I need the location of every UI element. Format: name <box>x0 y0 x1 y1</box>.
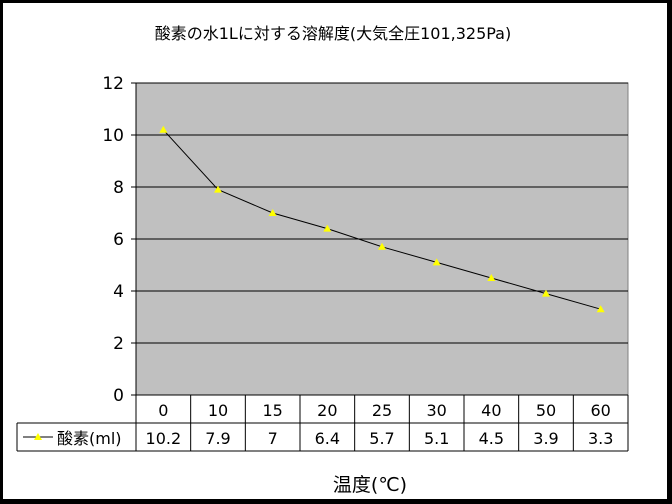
x-category-label: 15 <box>262 401 282 420</box>
data-value-label: 7 <box>268 429 278 448</box>
y-tick-label: 10 <box>102 126 124 146</box>
x-axis-label: 温度(℃) <box>333 474 407 496</box>
legend-marker <box>34 433 42 440</box>
y-tick-label: 4 <box>113 282 124 302</box>
data-value-label: 10.2 <box>146 429 182 448</box>
x-category-label: 20 <box>317 401 337 420</box>
data-value-label: 3.3 <box>588 429 613 448</box>
x-category-label: 30 <box>426 401 446 420</box>
data-value-label: 7.9 <box>205 429 230 448</box>
data-point <box>159 125 168 133</box>
data-value-label: 3.9 <box>533 429 558 448</box>
data-point <box>323 224 332 232</box>
y-tick-label: 8 <box>113 178 124 198</box>
data-value-label: 5.7 <box>369 429 394 448</box>
plot-area: 0 2 4 6 8 10 12 <box>102 74 629 406</box>
data-point <box>268 209 277 216</box>
x-category-label: 40 <box>481 401 501 420</box>
x-category-label: 10 <box>208 401 228 420</box>
legend-series-name: 酸素(ml) <box>57 429 122 448</box>
y-tick-label: 12 <box>102 74 124 94</box>
data-value-label: 6.4 <box>315 429 340 448</box>
x-category-label: 60 <box>590 401 610 420</box>
data-point <box>596 305 605 313</box>
y-tick-label: 6 <box>113 230 124 250</box>
y-tick-label: 2 <box>113 334 124 354</box>
data-point <box>487 274 496 281</box>
data-value-label: 5.1 <box>424 429 449 448</box>
chart-title: 酸素の水1Lに対する溶解度(大気全圧101,325Pa) <box>155 24 511 43</box>
data-point <box>542 289 550 297</box>
x-category-label: 50 <box>536 401 556 420</box>
chart-svg: 酸素の水1Lに対する溶解度(大気全圧101,325Pa) 0 2 4 6 8 10 12 0… <box>16 24 629 496</box>
y-tick-label: 0 <box>113 386 124 406</box>
x-category-label: 0 <box>158 401 168 420</box>
data-point <box>432 258 441 266</box>
chart-frame: 酸素の水1Lに対する溶解度(大気全圧101,325Pa) 0 2 4 6 8 10 12 0… <box>2 2 668 500</box>
x-category-label: 25 <box>372 401 392 420</box>
data-value-label: 4.5 <box>479 429 504 448</box>
data-point <box>214 185 222 193</box>
data-point <box>378 242 386 250</box>
data-table: 0 10 15 20 25 30 40 50 60 10.2 7.9 7 6.4 5.7 5.1 4.5 3.9… <box>16 394 629 452</box>
